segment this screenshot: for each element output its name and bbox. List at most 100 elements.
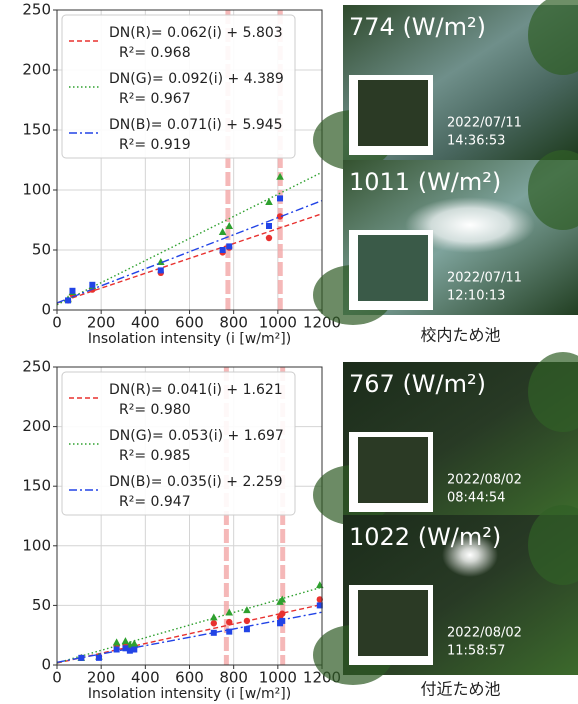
y-tick-label: 200: [22, 417, 51, 435]
x-tick-label: 400: [131, 669, 160, 687]
point: [78, 654, 85, 661]
point: [226, 243, 233, 250]
point: [95, 654, 102, 661]
x-axis-label: Insolation intensity (i [w/m²]): [88, 686, 291, 702]
fit-line: [56, 603, 323, 664]
photo-panel: 1022 (W/m²) 2022/08/02 11:58:57: [313, 505, 578, 685]
plot-frame: [56, 366, 323, 666]
point: [265, 198, 273, 205]
legend-label: DN(B)= 0.035(i) + 2.259: [109, 474, 283, 490]
foliage: [528, 150, 578, 230]
legend-r2: R²= 0.985: [119, 448, 191, 464]
x-tick-label: 200: [87, 669, 116, 687]
x-tick-label: 200: [87, 314, 116, 332]
sun-glare: [442, 533, 498, 577]
x-tick-label: 600: [175, 669, 204, 687]
photo-date: 2022/08/02: [447, 473, 522, 488]
point: [279, 617, 286, 624]
photo-time: 12:10:13: [447, 289, 505, 304]
point: [157, 267, 164, 274]
point: [130, 639, 139, 647]
inset-image: [358, 590, 428, 656]
point: [210, 620, 217, 627]
point: [156, 258, 165, 265]
point: [226, 628, 233, 635]
point: [121, 637, 130, 645]
photo-caption: 付近ため池: [420, 680, 500, 699]
point: [131, 646, 138, 653]
point: [266, 223, 272, 229]
y-tick-label: 100: [22, 536, 51, 554]
point: [122, 645, 129, 652]
point: [225, 608, 234, 616]
sun-glare: [405, 197, 535, 253]
point: [243, 606, 251, 614]
y-tick-label: 0: [41, 301, 51, 319]
x-tick-label: 0: [52, 314, 62, 332]
inset-image: [358, 80, 428, 146]
point: [89, 281, 96, 288]
photo-panel: 774 (W/m²) 2022/07/11 14:36:53: [313, 0, 578, 170]
x-tick-label: 0: [52, 669, 62, 687]
point: [218, 228, 227, 235]
point: [69, 287, 76, 294]
point: [65, 297, 72, 304]
point: [265, 234, 273, 242]
point: [210, 629, 217, 636]
legend-r2: R²= 0.967: [119, 91, 191, 107]
photo-date: 2022/07/11: [447, 116, 522, 131]
point: [219, 247, 226, 253]
plot-frame: [56, 9, 323, 311]
point: [316, 596, 323, 603]
y-tick-label: 250: [22, 1, 51, 19]
x-tick-label: 1000: [259, 314, 297, 332]
foliage: [528, 505, 578, 585]
y-tick-label: 150: [22, 121, 51, 139]
legend-label: DN(R)= 0.041(i) + 1.621: [109, 382, 283, 398]
inset-image: [358, 437, 428, 503]
x-tick-label: 1000: [259, 669, 297, 687]
x-axis-label: Insolation intensity (i [w/m²]): [88, 331, 291, 347]
irradiance-label: 1011 (W/m²): [349, 168, 501, 196]
point: [126, 647, 133, 654]
irradiance-label: 1022 (W/m²): [349, 523, 501, 551]
point: [278, 595, 287, 603]
photo-time: 08:44:54: [447, 491, 505, 506]
point: [276, 172, 284, 180]
point: [279, 610, 286, 617]
point: [225, 222, 234, 229]
point: [316, 602, 323, 609]
point: [276, 213, 284, 220]
fit-line: [56, 199, 323, 304]
y-tick-label: 100: [22, 181, 51, 199]
y-tick-label: 250: [22, 358, 51, 376]
legend-box: [61, 14, 296, 159]
photo-panel: 1011 (W/m²) 2022/07/11 12:10:13: [313, 150, 578, 325]
irradiance-label: 767 (W/m²): [349, 370, 486, 398]
fit-line: [56, 213, 323, 304]
legend-box: [61, 371, 296, 516]
photo-panel: 767 (W/m²) 2022/08/02 08:44:54: [313, 352, 578, 525]
legend: DN(R)= 0.041(i) + 1.621 R²= 0.980 DN(G)= 0…: [61, 371, 296, 516]
photo-date: 2022/07/11: [447, 271, 522, 286]
y-tick-label: 0: [41, 656, 51, 674]
photo-caption: 校内ため池: [420, 326, 500, 345]
legend-r2: R²= 0.968: [119, 45, 191, 61]
x-tick-label: 600: [175, 314, 204, 332]
point: [243, 617, 251, 625]
point: [209, 613, 218, 621]
photos: 774 (W/m²) 2022/07/11 14:36:53 1011 (W/m²) 2…: [313, 0, 578, 699]
x-tick-label: 800: [219, 669, 248, 687]
point: [243, 626, 250, 633]
y-tick-label: 50: [32, 596, 51, 614]
y-tick-label: 200: [22, 61, 51, 79]
foliage: [528, 352, 578, 432]
legend-r2: R²= 0.980: [119, 402, 191, 418]
point: [226, 618, 233, 626]
legend-label: DN(G)= 0.053(i) + 1.697: [109, 428, 284, 444]
photo-date: 2022/08/02: [447, 626, 522, 641]
